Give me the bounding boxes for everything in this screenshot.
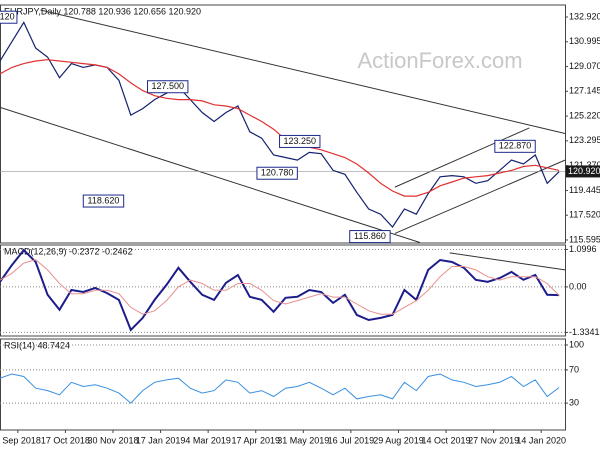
trend-line: [394, 127, 530, 188]
y-tick-label: 125.220: [569, 110, 600, 120]
price-label: 120: [0, 12, 15, 22]
y-tick-label: 0.00: [569, 281, 587, 291]
y-tick-label: 117.520: [569, 210, 600, 220]
y-tick-label: 130.995: [569, 36, 600, 46]
x-tick-label: 17 Jan 2019: [136, 435, 186, 445]
x-tick-label: 30 Nov 2018: [87, 435, 138, 445]
x-tick-label: 31 May 2019: [277, 435, 329, 445]
series-line: [0, 59, 560, 197]
y-tick-label: 119.445: [569, 185, 600, 195]
series-line: [0, 259, 560, 315]
y-tick-label: 129.070: [569, 61, 600, 71]
price-label: 122.870: [499, 141, 532, 151]
rsi-panel: [0, 338, 566, 431]
x-tick-label: 16 Jul 2019: [328, 435, 375, 445]
panel-title: MACD(12,26,9) -0.2372 -0.2462: [4, 246, 133, 256]
last-price-label: 120.920: [568, 166, 600, 176]
y-tick-label: 70: [569, 364, 579, 374]
y-tick-label: 121.370: [569, 160, 600, 170]
x-tick-label: 17 Apr 2019: [231, 435, 280, 445]
macd-panel: [0, 244, 566, 337]
x-tick-label: 17 Oct 2018: [41, 435, 90, 445]
x-tick-label: 14 Jan 2020: [516, 435, 566, 445]
x-tick-label: 14 Oct 2019: [422, 435, 471, 445]
price-label: 123.250: [283, 136, 316, 146]
x-tick-label: 4 Mar 2019: [185, 435, 231, 445]
last-price-box: [566, 165, 600, 178]
price-label-box: [494, 139, 536, 153]
trend-line: [40, 9, 566, 134]
y-tick-label: 123.295: [569, 135, 600, 145]
y-tick-label: 1.0996: [569, 244, 597, 254]
panel-title: EURJPY,Daily 120.788 120.936 120.656 120…: [4, 6, 201, 16]
panel-title: RSI(14) 48.7424: [4, 340, 70, 350]
watermark: ActionForex.com: [357, 48, 522, 73]
price-label-box: [279, 134, 321, 148]
y-tick-label: 115.595: [569, 234, 600, 244]
x-tick-label: 3 Sep 2018: [0, 435, 41, 445]
trend-line: [0, 106, 421, 243]
series-line: [0, 373, 560, 404]
y-tick-label: -1.3341: [569, 327, 600, 337]
price-panel: [0, 4, 566, 244]
x-tick-label: 29 Aug 2019: [373, 435, 424, 445]
y-tick-label: 30: [569, 397, 579, 407]
price-label-box: [349, 230, 391, 244]
y-tick-label: 100: [569, 339, 584, 349]
trend-line: [449, 252, 566, 271]
series-line: [0, 248, 560, 332]
y-tick-label: 132.920: [569, 11, 600, 21]
price-label: 127.500: [151, 81, 184, 91]
price-label: 115.860: [354, 231, 386, 241]
price-label-box: [256, 166, 298, 180]
x-tick-label: 27 Nov 2019: [468, 435, 519, 445]
price-label: 118.620: [88, 195, 120, 205]
price-label-box: [82, 194, 125, 208]
price-label: 120.780: [261, 168, 294, 178]
price-label-box: [147, 80, 189, 94]
trend-line: [394, 159, 566, 234]
y-tick-label: 127.145: [569, 86, 600, 96]
price-label-box: [0, 10, 18, 24]
